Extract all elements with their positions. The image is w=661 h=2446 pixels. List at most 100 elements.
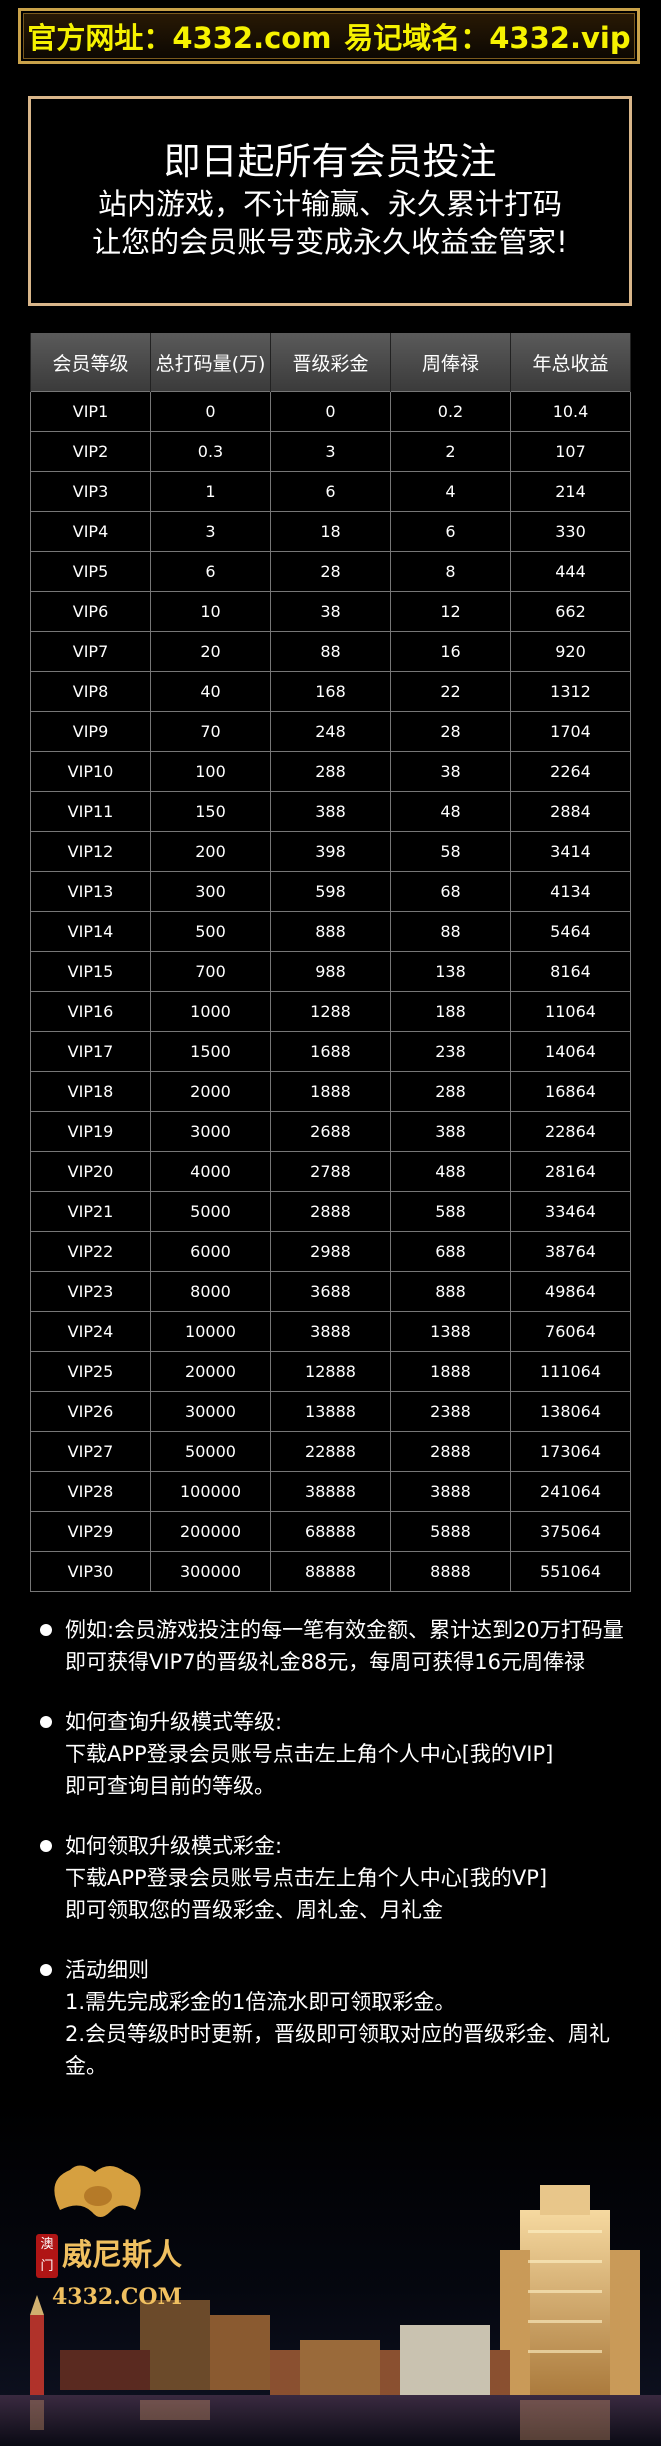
table-cell: 1 xyxy=(150,471,271,512)
table-cell: 8 xyxy=(390,551,511,592)
table-cell: 49864 xyxy=(510,1271,631,1312)
table-cell: 20000 xyxy=(150,1351,271,1392)
hero-headline: 即日起所有会员投注 xyxy=(163,140,497,183)
table-row: VIP13 300 598 68 4134 xyxy=(30,871,631,912)
table-cell: 22888 xyxy=(270,1431,391,1472)
table-cell: VIP1 xyxy=(30,391,151,432)
table-cell: 16864 xyxy=(510,1071,631,1112)
table-cell: 3888 xyxy=(390,1471,511,1512)
table-cell: 188 xyxy=(390,991,511,1032)
table-cell: 40 xyxy=(150,671,271,712)
table-cell: 0.3 xyxy=(150,431,271,472)
table-cell: VIP4 xyxy=(30,511,151,552)
table-cell: 2264 xyxy=(510,751,631,792)
table-cell: 107 xyxy=(510,431,631,472)
table-row: VIP22 6000 2988 688 38764 xyxy=(30,1231,631,1272)
table-row: VIP26 30000 13888 2388 138064 xyxy=(30,1391,631,1432)
bullet-dot-icon xyxy=(40,1840,52,1852)
table-row: VIP14 500 888 88 5464 xyxy=(30,911,631,952)
table-cell: 551064 xyxy=(510,1551,631,1592)
table-cell: 33464 xyxy=(510,1191,631,1232)
rules-notes: 例如:会员游戏投注的每一笔有效金额、累计达到20万打码量即可获得VIP7的晋级礼… xyxy=(40,1614,640,2110)
table-cell: 4 xyxy=(390,471,511,512)
table-cell: 5000 xyxy=(150,1191,271,1232)
table-cell: 2388 xyxy=(390,1391,511,1432)
bullet-dot-icon xyxy=(40,1964,52,1976)
table-cell: 100000 xyxy=(150,1471,271,1512)
note-item: 活动细则 1.需先完成彩金的1倍流水即可领取彩金。 2.会员等级时时更新，晋级即可领… xyxy=(40,1954,640,2082)
table-cell: 241064 xyxy=(510,1471,631,1512)
table-cell: 48 xyxy=(390,791,511,832)
table-cell: 173064 xyxy=(510,1431,631,1472)
table-row: VIP11 150 388 48 2884 xyxy=(30,791,631,832)
table-cell: 0 xyxy=(150,391,271,432)
table-cell: VIP21 xyxy=(30,1191,151,1232)
table-cell: 500 xyxy=(150,911,271,952)
bullet-dot-icon xyxy=(40,1716,52,1728)
table-cell: VIP17 xyxy=(30,1031,151,1072)
table-cell: 3414 xyxy=(510,831,631,872)
table-cell: 100 xyxy=(150,751,271,792)
easy-domain-text[interactable]: 易记域名：4332.vip xyxy=(344,21,631,55)
table-cell: VIP16 xyxy=(30,991,151,1032)
casino-night-scene: 澳门 威尼斯人 4332.COM xyxy=(0,2100,661,2446)
logo-macau-tag: 澳门 xyxy=(36,2234,58,2278)
table-cell: 662 xyxy=(510,591,631,632)
table-cell: VIP11 xyxy=(30,791,151,832)
column-header: 会员等级 xyxy=(30,333,151,392)
table-row: VIP29 200000 68888 5888 375064 xyxy=(30,1511,631,1552)
table-cell: 3 xyxy=(270,431,391,472)
winged-lion-logo-icon xyxy=(54,2165,141,2217)
note-line: 例如:会员游戏投注的每一笔有效金额、累计达到20万打码量即可获得VIP7的晋级礼… xyxy=(65,1618,624,1674)
table-cell: 20 xyxy=(150,631,271,672)
table-cell: 150 xyxy=(150,791,271,832)
table-row: VIP5 6 28 8 444 xyxy=(30,551,631,592)
table-cell: 16 xyxy=(390,631,511,672)
table-cell: 888 xyxy=(390,1271,511,1312)
table-cell: 28 xyxy=(270,551,391,592)
table-cell: 375064 xyxy=(510,1511,631,1552)
table-cell: 4000 xyxy=(150,1151,271,1192)
table-cell: 58 xyxy=(390,831,511,872)
table-cell: VIP19 xyxy=(30,1111,151,1152)
table-cell: VIP6 xyxy=(30,591,151,632)
table-cell: 288 xyxy=(390,1071,511,1112)
table-cell: VIP10 xyxy=(30,751,151,792)
official-site-text[interactable]: 官方网址：4332.com xyxy=(27,21,332,55)
table-cell: 588 xyxy=(390,1191,511,1232)
table-cell: 288 xyxy=(270,751,391,792)
table-row: VIP20 4000 2788 488 28164 xyxy=(30,1151,631,1192)
table-cell: 248 xyxy=(270,711,391,752)
table-cell: VIP3 xyxy=(30,471,151,512)
skyline-illustration xyxy=(0,2165,661,2446)
table-row: VIP1 0 0 0.2 10.4 xyxy=(30,391,631,432)
table-row: VIP4 3 18 6 330 xyxy=(30,511,631,552)
table-cell: VIP14 xyxy=(30,911,151,952)
table-cell: 6 xyxy=(270,471,391,512)
table-cell: 18 xyxy=(270,511,391,552)
table-cell: 0 xyxy=(270,391,391,432)
table-row: VIP28 100000 38888 3888 241064 xyxy=(30,1471,631,1512)
table-cell: 28 xyxy=(390,711,511,752)
table-cell: 2688 xyxy=(270,1111,391,1152)
table-cell: 1888 xyxy=(270,1071,391,1112)
table-cell: 138 xyxy=(390,951,511,992)
table-row: VIP17 1500 1688 238 14064 xyxy=(30,1031,631,1072)
note-line: 如何查询升级模式等级: xyxy=(65,1710,283,1734)
table-cell: 68888 xyxy=(270,1511,391,1552)
table-cell: 1500 xyxy=(150,1031,271,1072)
table-cell: 30000 xyxy=(150,1391,271,1432)
table-cell: 38888 xyxy=(270,1471,391,1512)
table-row: VIP7 20 88 16 920 xyxy=(30,631,631,672)
note-line: 2.会员等级时时更新，晋级即可领取对应的晋级彩金、周礼金。 xyxy=(65,2022,611,2078)
table-cell: 398 xyxy=(270,831,391,872)
table-cell: 200000 xyxy=(150,1511,271,1552)
table-cell: 138064 xyxy=(510,1391,631,1432)
table-cell: 8164 xyxy=(510,951,631,992)
hero-subline-2: 让您的会员账号变成永久收益金管家! xyxy=(92,225,568,259)
note-line: 即可领取您的晋级彩金、周礼金、月礼金 xyxy=(65,1898,443,1922)
note-line: 如何领取升级模式彩金: xyxy=(65,1834,283,1858)
table-cell: 50000 xyxy=(150,1431,271,1472)
table-cell: 444 xyxy=(510,551,631,592)
table-cell: 5888 xyxy=(390,1511,511,1552)
